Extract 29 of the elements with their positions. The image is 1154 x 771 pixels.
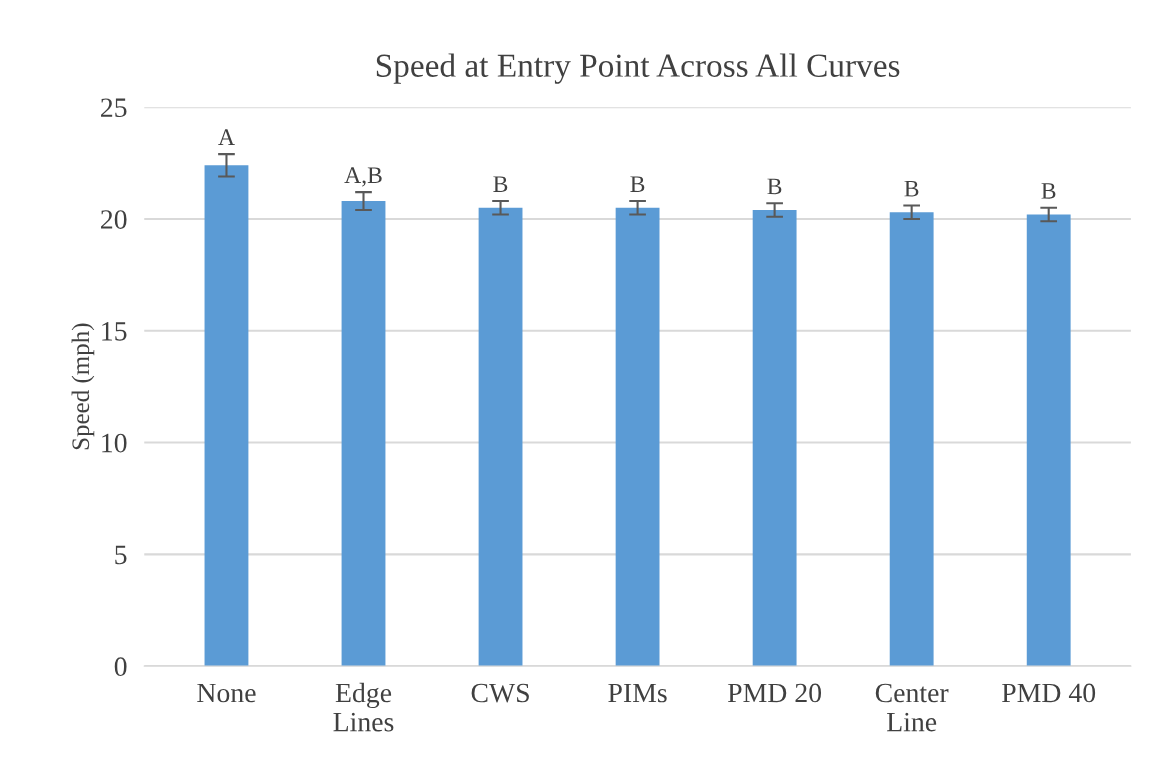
bar (204, 165, 249, 667)
y-tick-label: 5 (115, 545, 127, 565)
y-axis-title: Speed (mph) (71, 323, 95, 450)
bar (478, 207, 523, 667)
y-tick-label: 10 (102, 433, 127, 453)
x-tick-label: PMD 20 (727, 683, 822, 703)
bar (889, 212, 934, 667)
annotation: A (218, 129, 235, 145)
y-tick-label: 15 (102, 322, 127, 341)
x-tick-label: Center Line (875, 683, 949, 732)
y-tick-label: 20 (101, 210, 127, 229)
annotation: B (904, 180, 919, 197)
x-tick-label: Edge Lines (333, 682, 394, 732)
y-tick-label: 25 (101, 98, 127, 118)
annotation: B (767, 178, 782, 195)
y-tick-label: 0 (114, 657, 127, 677)
x-tick-label: CWS (471, 683, 529, 703)
bar (615, 207, 660, 667)
bar (341, 201, 386, 667)
chart-title: Speed at Entry Point Across All Curves (376, 53, 900, 84)
annotation: B (493, 176, 508, 192)
bar (1026, 214, 1071, 667)
x-tick-label: PMD 40 (1002, 683, 1096, 703)
x-tick-label: PIMs (608, 683, 667, 703)
annotation: B (1041, 183, 1056, 199)
annotation: B (630, 176, 645, 192)
x-tick-label: None (197, 683, 256, 703)
annotation: A,B (344, 167, 382, 187)
bar (752, 210, 797, 667)
